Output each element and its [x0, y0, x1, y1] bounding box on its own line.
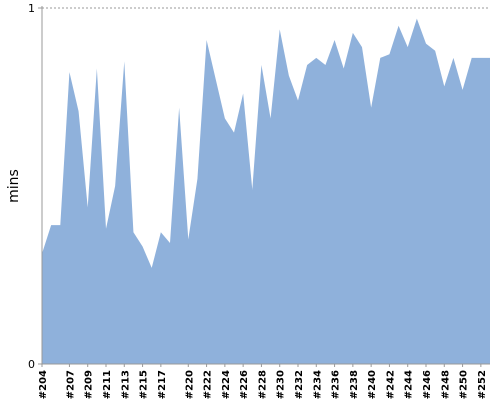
x-tick-label: #236 [331, 370, 342, 399]
axes [41, 6, 490, 365]
y-tick-label: 0 [28, 358, 35, 371]
x-tick-label: #240 [367, 370, 378, 399]
y-axis-title: mins [6, 169, 22, 203]
y-tick-label: 1 [28, 2, 35, 15]
x-tick-label: #207 [65, 370, 76, 399]
x-tick-label: #226 [239, 370, 250, 399]
x-tick-label: #250 [459, 370, 470, 399]
x-tick-label: #213 [120, 370, 131, 399]
x-tick-label: #220 [184, 370, 195, 399]
x-tick-label: #204 [38, 370, 49, 399]
series-area [42, 18, 490, 365]
x-tick-label: #248 [440, 370, 451, 399]
x-tick-label: #242 [385, 370, 396, 399]
x-tick-label: #246 [422, 370, 433, 399]
x-tick-label: #252 [477, 370, 488, 399]
x-tick-label: #211 [102, 370, 113, 399]
x-tick-label: #217 [157, 370, 168, 399]
x-tick-label: #215 [139, 370, 150, 399]
x-tick-label: #232 [294, 370, 305, 399]
x-axis-ticks: #204 #207 #209 #211 #213 #215 #217 #220 #222 #224… [38, 364, 488, 399]
area-series-fill [42, 18, 490, 365]
x-tick-label: #244 [404, 370, 415, 399]
x-tick-label: #238 [349, 370, 360, 399]
x-tick-label: #228 [257, 370, 268, 399]
x-tick-label: #209 [84, 370, 95, 399]
y-axis-ticks: 01 [28, 2, 42, 371]
x-tick-label: #224 [221, 370, 232, 399]
x-tick-label: #230 [276, 370, 287, 399]
x-tick-label: #222 [203, 370, 214, 399]
x-tick-label: #234 [312, 370, 323, 399]
